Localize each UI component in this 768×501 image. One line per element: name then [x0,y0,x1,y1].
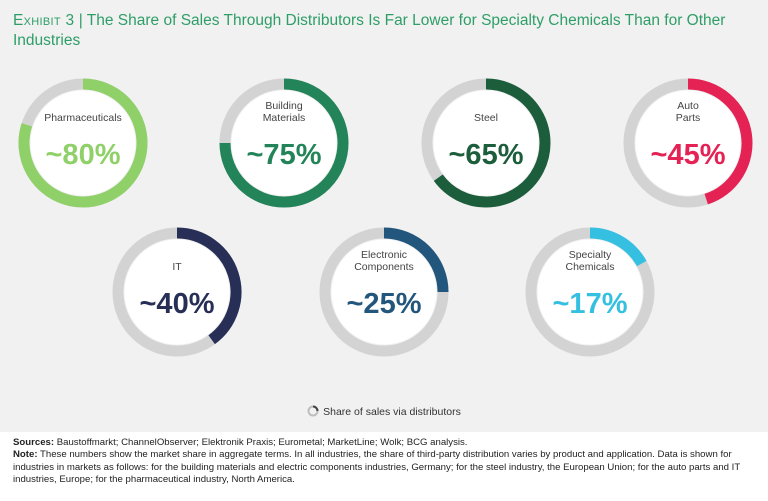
arc-electronic-components [383,227,449,293]
donut-hole [124,239,230,345]
label-line: IT [172,261,182,273]
label-line: Electronic [361,249,407,261]
legend: Share of sales via distributors [0,405,768,418]
label-it: IT [172,261,182,273]
arc-pharmaceuticals [18,78,148,208]
donut-pharmaceuticals: Pharmaceuticals ~80% [18,78,148,208]
donut-electronic-components: Electronic Components ~25% [319,227,449,357]
exhibit-title: Exhibit 3 | The Share of Sales Through D… [13,11,753,51]
title-separator: | [78,12,83,29]
label-line: Parts [676,112,701,124]
label-electronic-components: Electronic Components [354,249,414,273]
value-building-materials: ~75% [247,139,322,171]
donut-specialty-chemicals: Specialty Chemicals ~17% [525,227,655,357]
note-text: These numbers show the market share in a… [13,449,741,485]
sources-label: Sources: [13,437,55,448]
donut-hole [30,90,136,196]
label-building-materials: Building Materials [263,100,306,124]
sources: Sources: Baustoffmarkt; ChannelObserver;… [13,437,758,449]
label-line: Steel [474,112,498,124]
exhibit-number: Exhibit 3 [13,12,75,29]
sources-text: Baustoffmarkt; ChannelObserver; Elektron… [56,437,468,448]
value-specialty-chemicals: ~17% [553,288,628,320]
donut-building-materials: Building Materials ~75% [219,78,349,208]
value-steel: ~65% [449,139,524,171]
donut-hole [231,90,337,196]
value-auto-parts: ~45% [651,139,726,171]
note-label: Note: [13,449,38,461]
donut-hole [537,239,643,345]
donut-it: IT ~40% [112,227,242,357]
arc-specialty-chemicals [589,227,647,267]
donut-chart: Pharmaceuticals ~80% Building Materials ~75%… [18,78,753,357]
donut-hole [331,239,437,345]
arc-building-materials [219,78,349,208]
donut-steel: Steel ~65% [421,78,551,208]
label-steel: Steel [474,112,498,124]
label-line: Building [265,100,303,112]
label-line: Chemicals [565,261,614,273]
label-auto-parts: Auto Parts [676,100,701,124]
value-it: ~40% [140,288,215,320]
label-line: Pharmaceuticals [44,112,122,124]
label-line: Specialty [569,249,612,261]
label-line: Components [354,261,414,273]
donut-auto-parts: Auto Parts ~45% [623,78,753,208]
donut-hole [433,90,539,196]
label-pharmaceuticals: Pharmaceuticals [44,112,122,124]
note: Note: These numbers show the market shar… [13,449,758,486]
chart-panel [0,0,768,432]
arc-it [176,227,242,345]
legend-label: Share of sales via distributors [323,406,461,418]
value-electronic-components: ~25% [347,288,422,320]
title-text: The Share of Sales Through Distributors … [13,12,726,49]
label-line: Auto [677,100,699,112]
donut-hole [635,90,741,196]
value-pharmaceuticals: ~80% [46,139,121,171]
arc-steel [433,78,551,208]
label-line: Materials [263,112,306,124]
label-specialty-chemicals: Specialty Chemicals [565,249,614,273]
arc-auto-parts [687,78,753,205]
footer: Sources: Baustoffmarkt; ChannelObserver;… [13,437,758,486]
legend-donut-icon [307,405,319,417]
